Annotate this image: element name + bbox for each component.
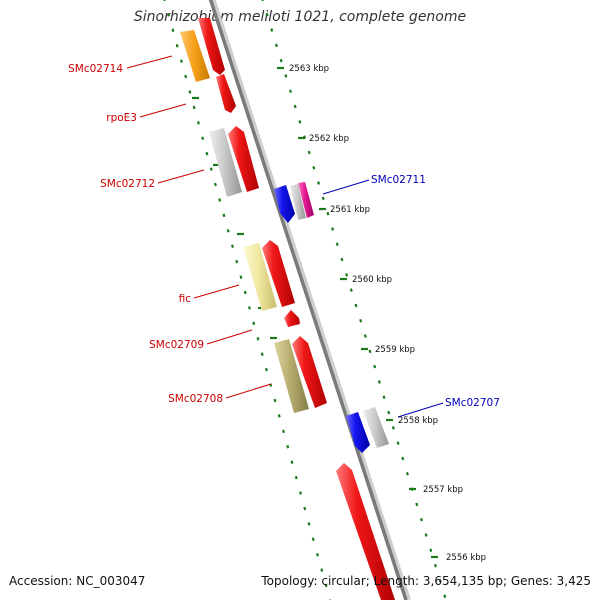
genome-stats: Topology: circular; Length: 3,654,135 bp… bbox=[261, 574, 591, 588]
gene-box-smc02711[interactable] bbox=[298, 182, 314, 218]
gene-label-rpoe3[interactable]: rpoE3 bbox=[106, 112, 137, 124]
gene-label-smc02711[interactable]: SMc02711 bbox=[371, 174, 426, 186]
gene-box-smc02714[interactable] bbox=[180, 30, 210, 82]
leader-line-smc02711 bbox=[322, 179, 370, 195]
leader-line-fic bbox=[193, 284, 240, 299]
gene-arrow-smc02709[interactable] bbox=[284, 310, 300, 327]
gene-box-fic[interactable] bbox=[243, 243, 277, 311]
gene-box-smc02707[interactable] bbox=[363, 407, 389, 448]
gene-arrow-rpoe3[interactable] bbox=[216, 74, 236, 113]
gene-label-smc02708[interactable]: SMc02708 bbox=[168, 393, 223, 405]
gene-arrow-downstream[interactable] bbox=[336, 463, 395, 600]
ruler-label: 2563 kbp bbox=[289, 64, 329, 74]
ruler-label: 2558 kbp bbox=[398, 416, 438, 426]
ruler-guides bbox=[163, 0, 448, 600]
ruler-label: 2560 kbp bbox=[352, 275, 392, 285]
leader-line-smc02709 bbox=[206, 329, 253, 345]
gene-label-smc02712[interactable]: SMc02712 bbox=[100, 178, 155, 190]
ruler-label: 2557 kbp bbox=[423, 485, 463, 495]
accession-text: Accession: NC_003047 bbox=[9, 574, 146, 588]
gene-arrow-smc02708-forward[interactable] bbox=[292, 336, 327, 408]
ruler-ticks bbox=[277, 66, 438, 559]
gene-cluster-smc02707 bbox=[346, 407, 389, 453]
gene-box-smc02708[interactable] bbox=[274, 339, 309, 413]
backbone-shadow bbox=[209, 0, 411, 600]
ruler-label: 2559 kbp bbox=[375, 345, 415, 355]
gene-arrow-smc02712-forward[interactable] bbox=[228, 126, 259, 192]
gene-label-smc02714[interactable]: SMc02714 bbox=[68, 63, 123, 75]
leader-lines bbox=[126, 55, 444, 418]
other-genes bbox=[180, 30, 309, 413]
gene-label-smc02709[interactable]: SMc02709 bbox=[149, 339, 204, 351]
ruler-label: 2556 kbp bbox=[446, 553, 486, 563]
gene-arrow-smc02707-reverse[interactable] bbox=[346, 412, 370, 453]
gene-box-smc02712[interactable] bbox=[209, 128, 242, 197]
gene-cluster-smc02711 bbox=[274, 182, 314, 223]
ruler-label: 2562 kbp bbox=[309, 134, 349, 144]
leader-line-smc02707 bbox=[397, 402, 444, 418]
gene-labels: SMc02714 rpoE3 SMc02712 fic SMc02709 SMc… bbox=[68, 63, 500, 409]
backbone bbox=[208, 0, 408, 600]
leader-line-smc02708 bbox=[225, 383, 272, 399]
ruler-labels: 2563 kbp 2562 kbp 2561 kbp 2560 kbp 2559… bbox=[289, 64, 486, 563]
ruler-label: 2561 kbp bbox=[330, 205, 370, 215]
gene-arrow-smc02714-forward[interactable] bbox=[198, 18, 225, 75]
gene-arrow-smc02711-reverse[interactable] bbox=[274, 185, 295, 223]
leader-line-smc02714 bbox=[126, 55, 173, 69]
gene-arrow-fic-forward[interactable] bbox=[262, 240, 295, 307]
gene-label-fic[interactable]: fic bbox=[179, 293, 192, 305]
gene-box-smc02711-grey[interactable] bbox=[290, 184, 306, 220]
forward-strand-genes bbox=[198, 18, 395, 600]
leader-line-rpoe3 bbox=[139, 103, 187, 118]
leader-line-smc02712 bbox=[157, 169, 205, 184]
gene-label-smc02707[interactable]: SMc02707 bbox=[445, 397, 500, 409]
